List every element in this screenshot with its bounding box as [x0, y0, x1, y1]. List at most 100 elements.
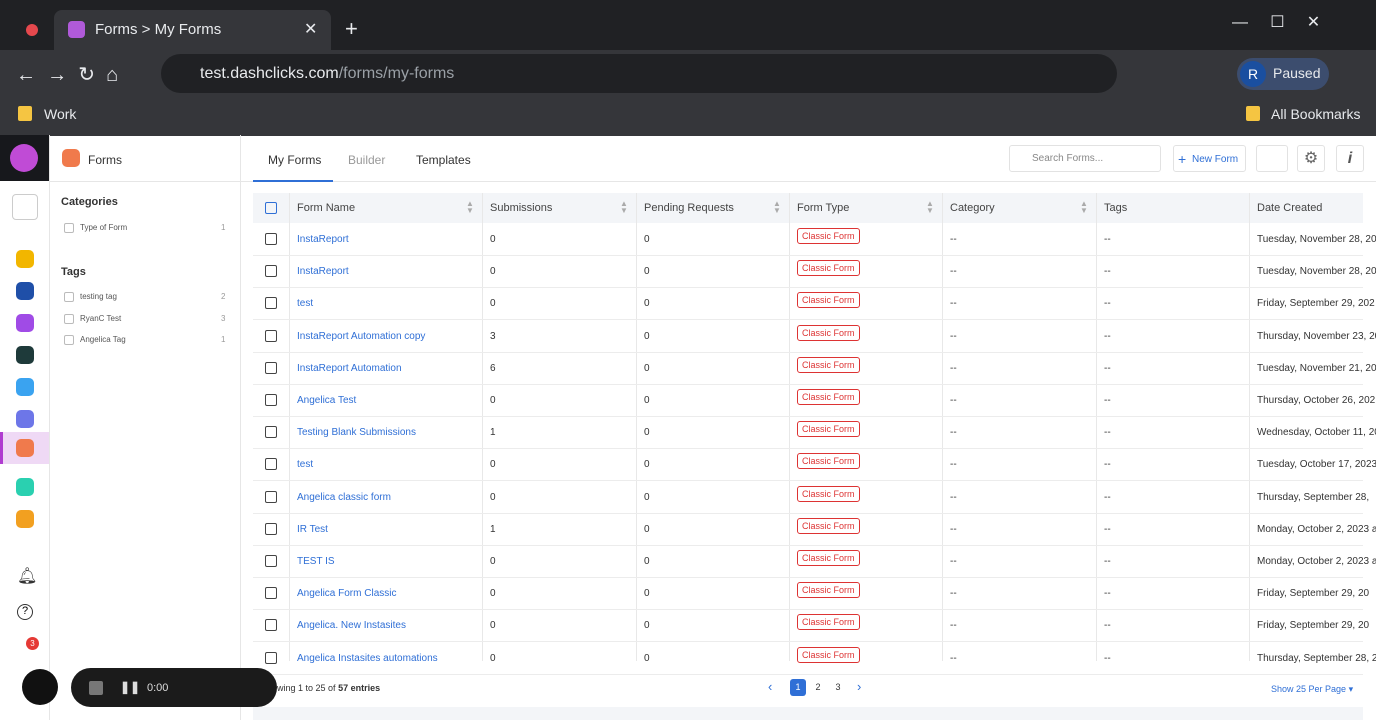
row-checkbox[interactable] — [265, 426, 277, 439]
form-name[interactable]: test — [297, 459, 314, 471]
cell: -- — [1104, 652, 1111, 664]
cell: Thursday, September 28, 2 — [1257, 652, 1376, 664]
sort-icon[interactable]: ▲ ▼ — [926, 199, 934, 215]
cell: -- — [950, 427, 957, 439]
entries: 57 entries — [338, 683, 381, 693]
row-checkbox[interactable] — [265, 233, 277, 245]
next-page[interactable]: › — [857, 679, 862, 694]
form-name[interactable]: InstaReport — [297, 266, 349, 278]
active-tab[interactable] — [54, 10, 331, 50]
form-name[interactable]: InstaReport — [297, 234, 349, 245]
column-divider — [942, 193, 943, 661]
form-type: Classic Form — [797, 421, 860, 438]
cell: 0 — [644, 427, 650, 439]
row-checkbox[interactable] — [265, 490, 277, 503]
rail-app[interactable] — [16, 478, 34, 496]
info-button[interactable]: i — [1336, 145, 1364, 172]
rail-app[interactable] — [16, 250, 34, 268]
bookmark[interactable]: Work — [44, 106, 77, 122]
row-checkbox[interactable] — [265, 651, 277, 664]
row-checkbox[interactable] — [265, 361, 277, 374]
form-name[interactable]: Angelica Test — [297, 395, 357, 406]
pause-button[interactable]: ❚❚ — [120, 680, 141, 694]
page-number[interactable]: 1 — [790, 679, 806, 696]
row-checkbox[interactable] — [265, 394, 277, 406]
recorder-time: 0:00 — [147, 682, 169, 694]
bell-icon[interactable]: 🔔︎ — [17, 568, 38, 585]
sort-icon[interactable]: ▲ ▼ — [1080, 199, 1088, 215]
column-header: Category — [950, 202, 995, 214]
form-name[interactable]: IR Test — [297, 523, 328, 535]
omnibox[interactable] — [161, 54, 1117, 93]
row-checkbox[interactable] — [265, 555, 277, 567]
row-checkbox[interactable] — [265, 297, 277, 310]
url: test.dashclicks.com/forms/my-forms — [200, 65, 454, 83]
checkbox[interactable] — [64, 335, 74, 345]
form-name[interactable]: Testing Blank Submissions — [297, 427, 416, 439]
form-type: Classic Form — [797, 260, 860, 277]
page-number[interactable]: 3 — [835, 682, 841, 692]
cell: Tuesday, November 28, 20 — [1257, 234, 1376, 245]
cell: -- — [950, 620, 957, 632]
checkbox[interactable] — [64, 223, 74, 233]
sort-icon[interactable]: ▲ ▼ — [620, 199, 628, 215]
column-header: Form Type — [797, 202, 850, 214]
prev-page[interactable]: ‹ — [768, 679, 773, 694]
window-controls[interactable]: — ☐ ✕ — [1232, 14, 1321, 31]
cell: 0 — [490, 588, 496, 600]
rail-app[interactable] — [16, 410, 34, 428]
cell: Friday, September 29, 20 — [1257, 588, 1370, 600]
checkbox[interactable] — [64, 292, 74, 302]
form-name[interactable]: InstaReport Automation copy — [297, 330, 426, 342]
row-divider — [253, 544, 1363, 546]
form-name[interactable]: TEST IS — [297, 556, 335, 567]
nav-tab[interactable]: Templates — [416, 153, 471, 167]
all-bookmarks[interactable]: All Bookmarks — [1271, 106, 1361, 122]
new-tab[interactable]: + — [345, 16, 358, 41]
cell: -- — [950, 459, 957, 471]
form-name[interactable]: test — [297, 298, 314, 310]
recorder-bar — [71, 668, 277, 707]
tab-close[interactable]: ✕ — [304, 21, 318, 38]
stop-button[interactable] — [89, 681, 103, 695]
form-name[interactable]: Angelica classic form — [297, 491, 391, 503]
form-name[interactable]: InstaReport Automation — [297, 362, 402, 374]
page-number[interactable]: 2 — [815, 682, 821, 692]
row-checkbox[interactable] — [265, 587, 277, 600]
rail-app[interactable] — [16, 314, 34, 332]
form-name[interactable]: Angelica Form Classic — [297, 588, 397, 600]
form-name[interactable]: Angelica Instasites automations — [297, 652, 438, 664]
view-button[interactable] — [1256, 145, 1288, 172]
divider — [50, 181, 240, 182]
cell: -- — [1104, 330, 1111, 342]
form-name[interactable]: Angelica. New Instasites — [297, 620, 406, 632]
select-all[interactable] — [265, 202, 277, 214]
tab-favicon — [68, 21, 85, 38]
rail-app[interactable] — [16, 510, 34, 528]
nav-tab[interactable]: My Forms — [268, 153, 322, 167]
row-checkbox[interactable] — [265, 329, 277, 342]
help-icon[interactable]: ? — [17, 604, 33, 620]
camera-button[interactable] — [22, 669, 58, 705]
rail-app[interactable] — [16, 378, 34, 396]
row-checkbox[interactable] — [265, 265, 277, 278]
form-type-cell: Classic Form — [797, 324, 940, 341]
checkbox[interactable] — [64, 313, 74, 324]
row-checkbox[interactable] — [265, 458, 277, 471]
app-logo[interactable] — [10, 144, 38, 172]
search-box[interactable] — [1009, 145, 1161, 172]
sort-icon[interactable]: ▲ ▼ — [773, 199, 781, 215]
rail-search[interactable] — [12, 194, 38, 220]
per-page[interactable]: Show 25 Per Page ▾ — [1271, 684, 1354, 694]
settings-button[interactable]: ⚙ — [1297, 145, 1325, 172]
nav-tab[interactable]: Builder — [348, 153, 386, 167]
row-checkbox[interactable] — [265, 522, 277, 535]
cell: -- — [950, 362, 957, 374]
rail-app[interactable] — [16, 282, 34, 300]
new-form-button[interactable] — [1173, 145, 1246, 172]
rail-app[interactable] — [16, 346, 34, 364]
sort-icon[interactable]: ▲ ▼ — [466, 199, 474, 215]
rail-app[interactable] — [16, 439, 34, 457]
row-checkbox[interactable] — [265, 619, 277, 632]
nav-buttons[interactable]: ← → ↻ ⌂ — [16, 64, 119, 86]
